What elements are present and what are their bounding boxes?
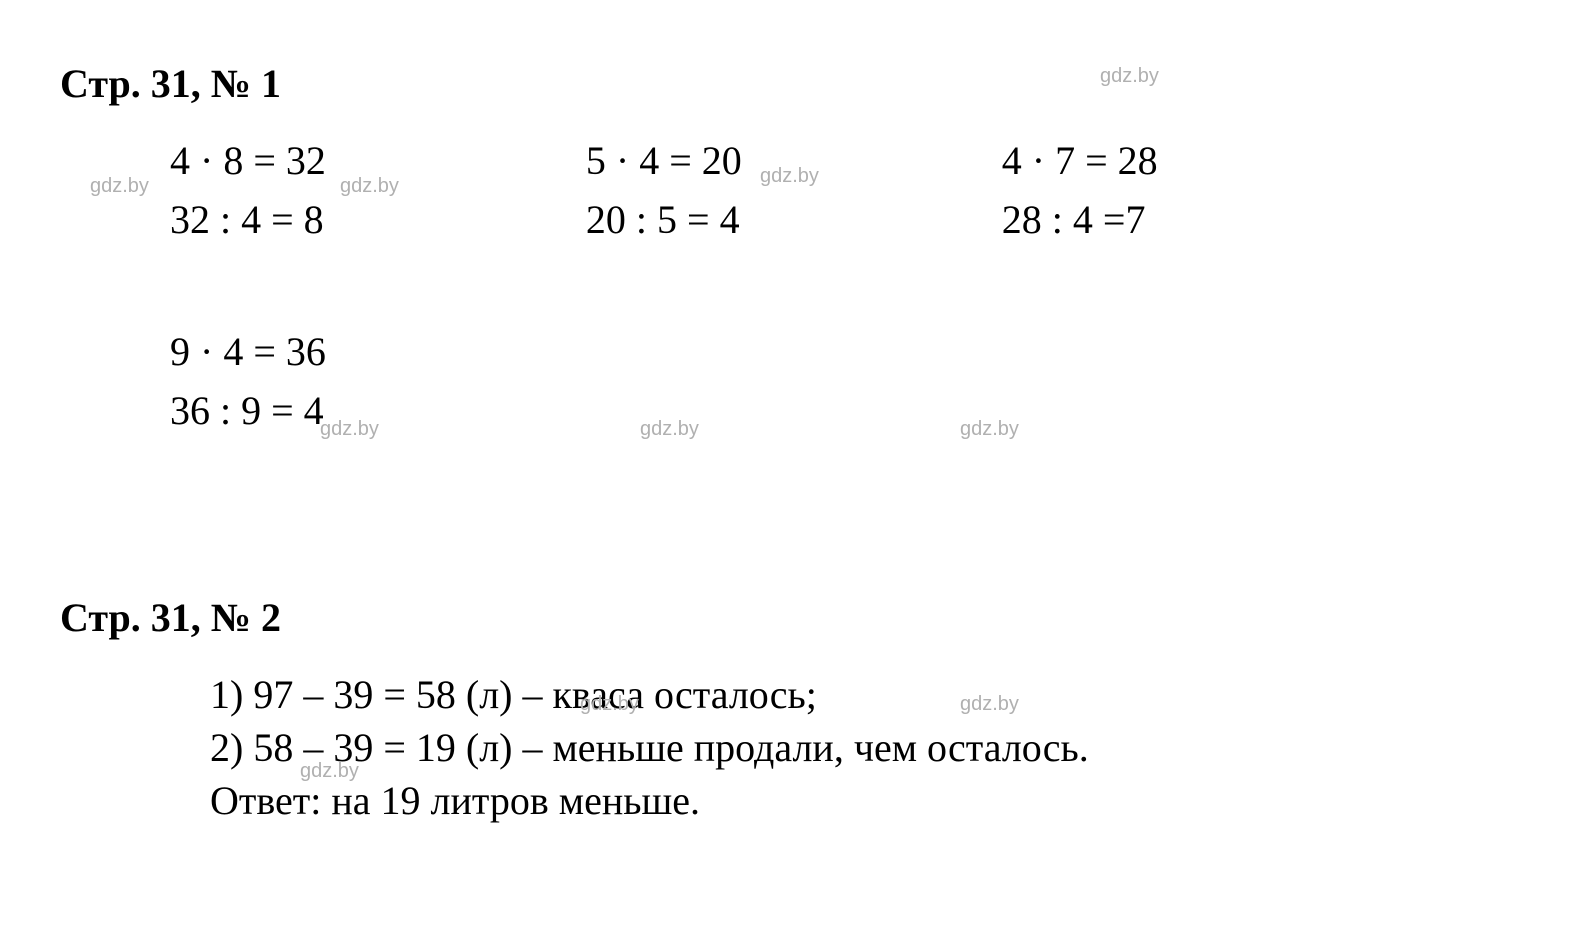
equation-text: 4 · 7 = 28 <box>1002 137 1158 184</box>
watermark: gdz.by <box>760 165 819 188</box>
watermark: gdz.by <box>1100 65 1159 88</box>
watermark: gdz.by <box>300 760 359 783</box>
section-2: Стр. 31, № 2 1) 97 – 39 = 58 (л) – кваса… <box>60 594 1517 824</box>
section-1: Стр. 31, № 1 4 · 8 = 32 32 : 4 = 8 5 · 4… <box>60 60 1517 434</box>
solution-line-3: Ответ: на 19 литров меньше. <box>210 777 1517 824</box>
equation-text: 20 : 5 = 4 <box>586 196 742 243</box>
equation-col-3: 4 · 7 = 28 28 : 4 =7 <box>1002 137 1158 243</box>
section-1-heading: Стр. 31, № 1 <box>60 60 1517 107</box>
equation-text: 9 · 4 = 36 <box>170 328 1517 375</box>
watermark: gdz.by <box>340 175 399 198</box>
equation-col-1: 4 · 8 = 32 32 : 4 = 8 <box>170 137 326 243</box>
watermark: gdz.by <box>640 418 699 441</box>
equation-text: 28 : 4 =7 <box>1002 196 1158 243</box>
watermark: gdz.by <box>960 418 1019 441</box>
watermark: gdz.by <box>960 693 1019 716</box>
watermark: gdz.by <box>90 175 149 198</box>
equation-col-2: 5 · 4 = 20 20 : 5 = 4 <box>586 137 742 243</box>
section-2-heading: Стр. 31, № 2 <box>60 594 1517 641</box>
watermark: gdz.by <box>580 693 639 716</box>
equation-text: 4 · 8 = 32 <box>170 137 326 184</box>
solution-lines: 1) 97 – 39 = 58 (л) – кваса осталось; 2)… <box>210 671 1517 824</box>
equation-text: 5 · 4 = 20 <box>586 137 742 184</box>
solution-line-1: 1) 97 – 39 = 58 (л) – кваса осталось; <box>210 671 1517 718</box>
solution-line-2: 2) 58 – 39 = 19 (л) – меньше продали, че… <box>210 724 1517 771</box>
equation-text: 32 : 4 = 8 <box>170 196 326 243</box>
watermark: gdz.by <box>320 418 379 441</box>
